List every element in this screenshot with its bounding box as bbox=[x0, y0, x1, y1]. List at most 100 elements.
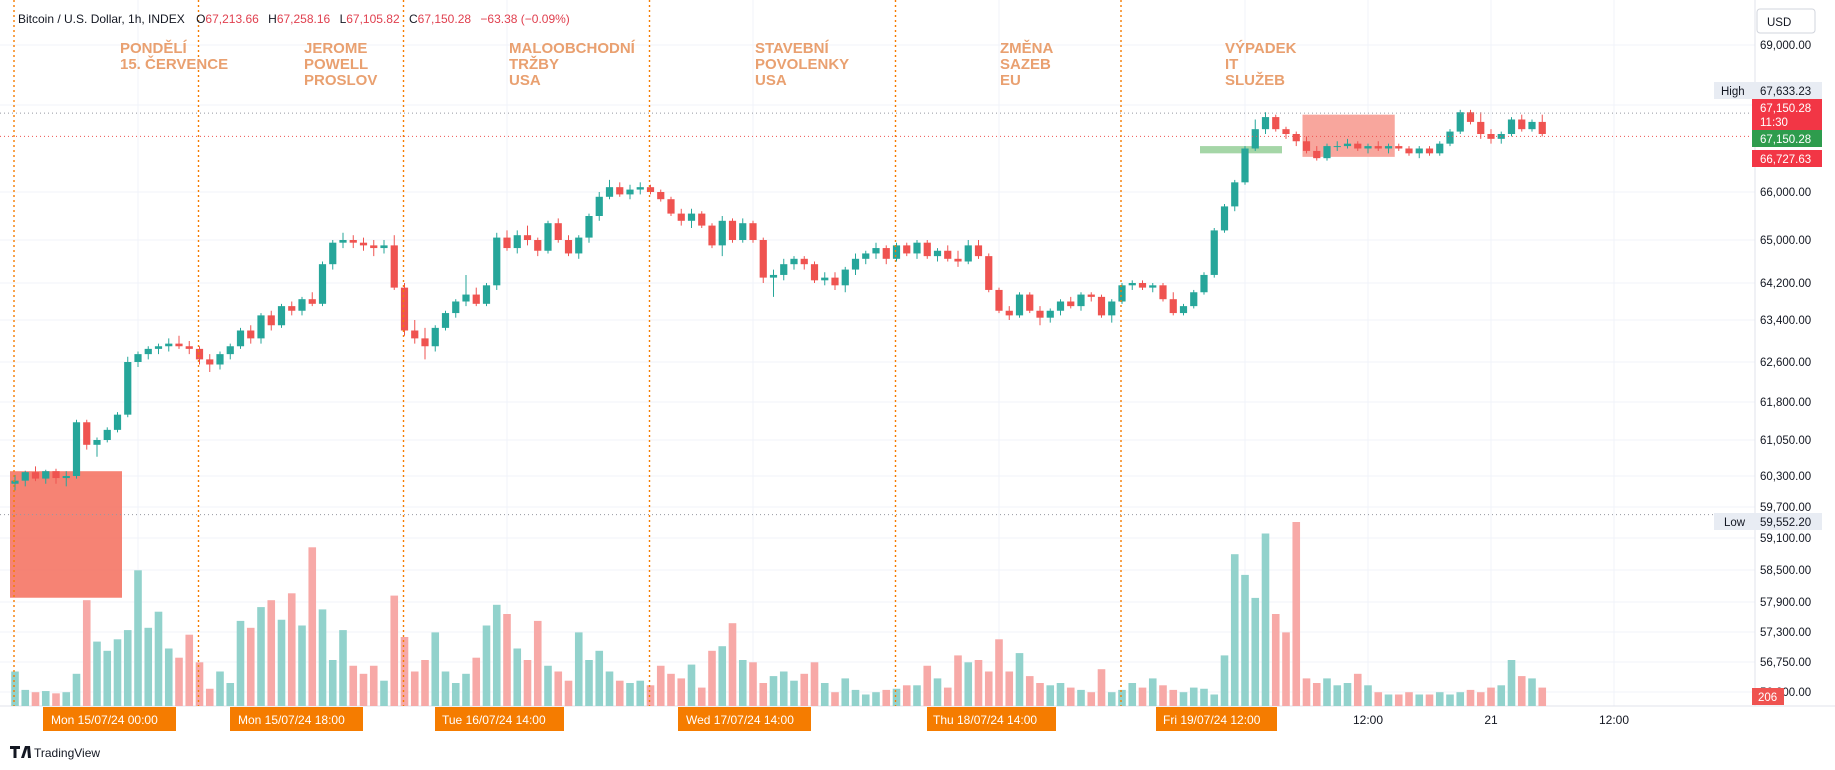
annotation-2-line-2: USA bbox=[509, 72, 541, 89]
candle-body bbox=[1415, 148, 1423, 154]
volume-bar bbox=[1435, 692, 1444, 706]
candle-body bbox=[718, 220, 726, 246]
volume-bar bbox=[226, 683, 235, 706]
annotation-0-line-1: 15. ČERVENCE bbox=[120, 55, 228, 73]
volume-bar bbox=[697, 687, 706, 706]
candle-body bbox=[523, 235, 532, 240]
volume-bar bbox=[831, 692, 839, 706]
volume-bar bbox=[1538, 687, 1547, 706]
volume-bar bbox=[1230, 554, 1239, 706]
volume-bar bbox=[964, 662, 973, 706]
candle-body bbox=[1190, 292, 1198, 307]
volume-bar bbox=[421, 660, 429, 706]
volume-bar bbox=[318, 609, 327, 706]
candle-body bbox=[1097, 296, 1106, 316]
candle-body bbox=[1005, 310, 1013, 316]
volume-bar bbox=[1292, 522, 1301, 706]
volume-bar bbox=[164, 648, 173, 706]
volume-bar bbox=[1118, 689, 1126, 706]
candle-body bbox=[288, 306, 296, 311]
candle-body bbox=[154, 346, 163, 349]
volume-bar bbox=[195, 662, 204, 706]
volume-bar bbox=[513, 648, 522, 706]
y-tick-label: 57,900.00 bbox=[1760, 597, 1811, 609]
volume-bar bbox=[123, 630, 132, 706]
volume-bar bbox=[451, 683, 460, 706]
candle-body bbox=[892, 245, 901, 259]
volume-bar bbox=[1087, 692, 1096, 706]
candle-body bbox=[513, 235, 521, 249]
volume-bar bbox=[759, 683, 768, 706]
volume-bar bbox=[923, 665, 932, 706]
annotation-3-line-2: USA bbox=[755, 72, 787, 89]
candle-body bbox=[144, 348, 152, 355]
badge-0-label: Mon 15/07/24 00:00 bbox=[51, 713, 158, 727]
volume-bar bbox=[1517, 676, 1526, 706]
volume-bar bbox=[1528, 678, 1536, 706]
annotation-3-line-0: STAVEBNÍ bbox=[755, 40, 829, 57]
candle-body bbox=[472, 294, 480, 304]
badge-1-bg bbox=[230, 707, 363, 731]
y-tick-label: 59,700.00 bbox=[1760, 502, 1811, 514]
volume-bar bbox=[1077, 689, 1085, 706]
volume-bar bbox=[1138, 687, 1147, 706]
candle-body bbox=[687, 213, 696, 221]
volume-bar bbox=[564, 680, 573, 706]
candle-body bbox=[493, 237, 501, 286]
candle-body bbox=[780, 264, 788, 275]
svg-text:Bitcoin / U.S. Dollar, 1h, IND: Bitcoin / U.S. Dollar, 1h, INDEX O67,213… bbox=[18, 12, 570, 26]
volume-bar bbox=[954, 655, 962, 706]
volume-value-bg bbox=[1752, 688, 1784, 705]
candle-body bbox=[318, 264, 327, 304]
candle-body bbox=[728, 220, 737, 240]
volume-bar bbox=[1343, 683, 1352, 706]
candle-body bbox=[1333, 146, 1341, 148]
candle-body bbox=[62, 476, 70, 479]
candle-body bbox=[1302, 141, 1311, 151]
candle-body bbox=[605, 187, 614, 197]
open-value: 67,213.66 bbox=[205, 12, 259, 26]
volume-bar bbox=[1107, 692, 1116, 706]
volume-bar bbox=[287, 593, 296, 706]
candle-body bbox=[31, 472, 40, 479]
volume-bar bbox=[1169, 689, 1178, 706]
annotation-0-line-0: PONDĚLÍ bbox=[120, 39, 188, 57]
annotation-1-line-2: PROSLOV bbox=[304, 72, 377, 89]
volume-bar bbox=[800, 673, 809, 706]
candle-body bbox=[739, 223, 747, 240]
badge-3-bg bbox=[678, 707, 811, 731]
currency-button[interactable]: USD bbox=[1756, 8, 1816, 34]
candle-body bbox=[749, 223, 757, 240]
volume-bar bbox=[1036, 683, 1044, 706]
last-price: 67,150.28 bbox=[1760, 103, 1811, 115]
high-tag-bg bbox=[1714, 82, 1752, 99]
volume-bar bbox=[1282, 632, 1290, 706]
currency-button-label[interactable]: USD bbox=[1767, 17, 1791, 29]
volume-bar bbox=[1220, 655, 1229, 706]
candle-body bbox=[1425, 148, 1434, 154]
volume-bars bbox=[11, 522, 1547, 706]
candle-body bbox=[759, 240, 767, 278]
volume-bar bbox=[1394, 694, 1403, 706]
volume-bar bbox=[574, 632, 583, 706]
currency-button-frame[interactable] bbox=[1756, 8, 1816, 34]
candle-body bbox=[1436, 143, 1444, 154]
volume-bar bbox=[390, 595, 399, 706]
candle-body bbox=[974, 245, 983, 257]
volume-bar bbox=[175, 657, 183, 706]
candle-body bbox=[1015, 294, 1024, 316]
high-tag-value: 67,633.23 bbox=[1760, 86, 1811, 98]
candle-body bbox=[124, 362, 132, 415]
volume-bar bbox=[62, 692, 71, 706]
candle-body bbox=[1159, 285, 1167, 300]
candle-body bbox=[933, 250, 942, 257]
candle-body bbox=[1518, 119, 1526, 130]
candle-body bbox=[165, 343, 173, 347]
bar-countdown: 11:30 bbox=[1760, 117, 1788, 129]
candle-body bbox=[1487, 134, 1495, 139]
candle-body bbox=[1046, 310, 1054, 318]
candle-body bbox=[913, 242, 921, 254]
candle-body bbox=[329, 242, 337, 265]
candle-body bbox=[103, 429, 111, 440]
